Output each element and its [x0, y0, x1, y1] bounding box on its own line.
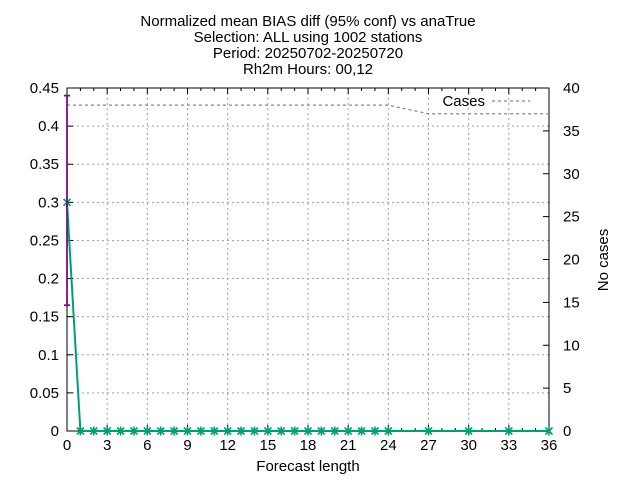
cases-line — [67, 104, 549, 115]
y2-tick-label: 40 — [563, 80, 580, 97]
data-point — [357, 426, 366, 436]
data-point — [303, 426, 313, 436]
x-tick-label: 33 — [500, 437, 517, 454]
y2-tick-label: 0 — [563, 423, 571, 440]
x-tick-label: 24 — [380, 437, 397, 454]
data-point — [317, 426, 326, 436]
data-point — [223, 426, 232, 436]
x-tick-label: 15 — [259, 437, 276, 454]
data-point — [103, 426, 112, 436]
y-tick-label: 0 — [51, 423, 59, 440]
data-point — [196, 426, 205, 436]
title-line: Selection: ALL using 1002 stations — [194, 29, 423, 46]
data-point — [116, 426, 125, 436]
data-point — [143, 426, 152, 436]
y2-tick-label: 25 — [563, 209, 580, 226]
y-tick-label: 0.35 — [30, 156, 59, 173]
x-tick-label: 0 — [63, 437, 71, 454]
y-tick-label: 0.45 — [30, 80, 59, 97]
title-line: Period: 20250702-20250720 — [213, 45, 403, 62]
y-tick-label: 0.1 — [38, 347, 59, 364]
y2-tick-label: 35 — [563, 123, 580, 140]
y2-tick-label: 20 — [563, 252, 580, 269]
series-layer — [62, 94, 554, 436]
data-point — [277, 426, 286, 436]
y2-tick-label: 10 — [563, 337, 580, 354]
y-tick-label: 0.4 — [38, 118, 59, 135]
data-point — [464, 426, 473, 436]
data-point — [544, 426, 554, 436]
x-tick-label: 18 — [300, 437, 317, 454]
x-tick-label: 30 — [460, 437, 477, 454]
y2-tick-label: 15 — [563, 294, 580, 311]
data-point — [170, 426, 179, 436]
data-point — [384, 426, 393, 436]
x-tick-label: 36 — [541, 437, 558, 454]
x-tick-label: 12 — [219, 437, 236, 454]
x-tick-label: 27 — [420, 437, 437, 454]
data-point — [344, 426, 353, 436]
data-point — [370, 426, 380, 436]
y-tick-label: 0.15 — [30, 309, 59, 326]
data-point — [504, 426, 513, 436]
y2-tick-label: 5 — [563, 380, 571, 397]
data-point — [156, 426, 165, 436]
legend: Cases — [442, 93, 530, 110]
y-tick-label: 0.25 — [30, 232, 59, 249]
data-point — [290, 426, 299, 436]
error-bar — [64, 94, 70, 307]
data-point — [424, 426, 433, 436]
chart-title: Normalized mean BIAS diff (95% conf) vs … — [140, 13, 475, 78]
y2-axis-label: No cases — [595, 229, 612, 292]
data-point — [263, 426, 272, 436]
data-point — [129, 426, 139, 436]
data-point — [89, 426, 98, 436]
x-tick-label: 21 — [340, 437, 357, 454]
y2-tick-label: 30 — [563, 166, 580, 183]
data-point — [236, 426, 246, 436]
x-tick-label: 3 — [103, 437, 111, 454]
y-tick-label: 0.2 — [38, 271, 59, 288]
axis-ticks: 0 3 6 9 12 15 18 21 24 27 30 33 3600.050.10.150.20.2… — [30, 80, 580, 454]
x-tick-label: 6 — [143, 437, 151, 454]
legend-label: Cases — [442, 93, 485, 110]
x-axis-label: Forecast length — [256, 458, 359, 475]
data-point — [183, 426, 192, 436]
data-point — [76, 426, 85, 436]
title-line: Rh2m Hours: 00,12 — [243, 61, 373, 78]
y-tick-label: 0.05 — [30, 385, 59, 402]
grid — [67, 88, 549, 431]
y-tick-label: 0.3 — [38, 194, 59, 211]
data-point — [210, 426, 219, 436]
title-line: Normalized mean BIAS diff (95% conf) vs … — [140, 13, 475, 30]
data-point — [330, 426, 339, 436]
data-point — [250, 426, 259, 436]
x-tick-label: 9 — [183, 437, 191, 454]
